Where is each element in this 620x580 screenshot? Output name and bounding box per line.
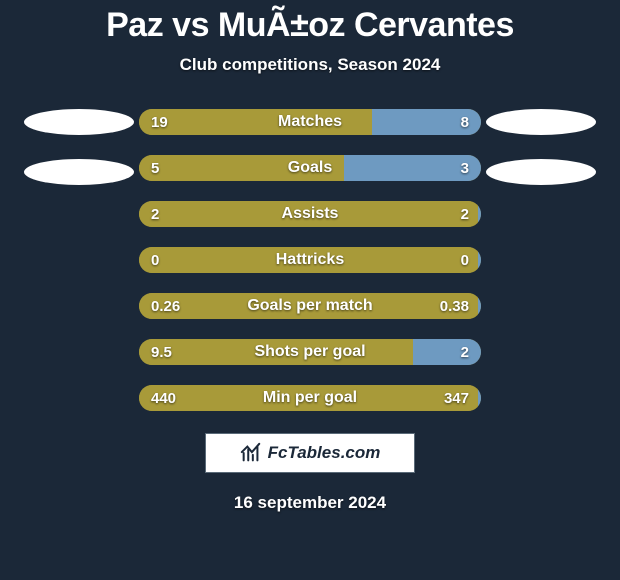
stat-value-right: 3 [461,160,469,177]
stat-value-right: 2 [461,206,469,223]
player1-badge [24,159,134,185]
stat-bar: 19 8 Matches [139,109,481,135]
bar-fill-right [478,293,481,319]
bar-fill-right [478,385,481,411]
stat-value-right: 0.38 [440,298,469,315]
footer-brand[interactable]: FcTables.com [205,433,415,473]
stat-bar: 9.5 2 Shots per goal [139,339,481,365]
player1-badges [19,109,139,185]
subtitle: Club competitions, Season 2024 [180,55,441,75]
stat-value-right: 347 [444,390,469,407]
page-title: Paz vs MuÃ±oz Cervantes [106,6,514,45]
stat-bar: 2 2 Assists [139,201,481,227]
stat-value-left: 0 [151,252,159,269]
stat-label: Goals [288,159,332,177]
date-label: 16 september 2024 [234,493,386,513]
stat-value-left: 9.5 [151,344,172,361]
chart-icon [240,442,262,464]
stat-label: Hattricks [276,251,344,269]
footer-brand-label: FcTables.com [268,443,381,463]
stat-bars: 19 8 Matches 5 3 Goals 2 2 Assists 0 0 Hattricks 0.2… [139,109,481,411]
stat-bar: 5 3 Goals [139,155,481,181]
comparison-card: Paz vs MuÃ±oz Cervantes Club competition… [0,0,620,580]
stat-value-right: 2 [461,344,469,361]
player1-badge [24,109,134,135]
stat-bar: 440 347 Min per goal [139,385,481,411]
stat-bar: 0.26 0.38 Goals per match [139,293,481,319]
stat-label: Matches [278,113,342,131]
player2-badge [486,109,596,135]
stat-label: Min per goal [263,389,357,407]
stat-bar: 0 0 Hattricks [139,247,481,273]
stat-value-left: 440 [151,390,176,407]
stat-value-left: 2 [151,206,159,223]
player2-badge [486,159,596,185]
stat-label: Goals per match [247,297,372,315]
bar-fill-right [413,339,481,365]
bar-fill-right [478,247,481,273]
stat-value-right: 8 [461,114,469,131]
stat-value-right: 0 [461,252,469,269]
stat-value-left: 19 [151,114,168,131]
stat-label: Assists [282,205,339,223]
stat-label: Shots per goal [254,343,365,361]
stat-value-left: 5 [151,160,159,177]
stat-value-left: 0.26 [151,298,180,315]
player2-badges [481,109,601,185]
bar-fill-right [478,201,481,227]
content-row: 19 8 Matches 5 3 Goals 2 2 Assists 0 0 Hattricks 0.2… [0,109,620,411]
